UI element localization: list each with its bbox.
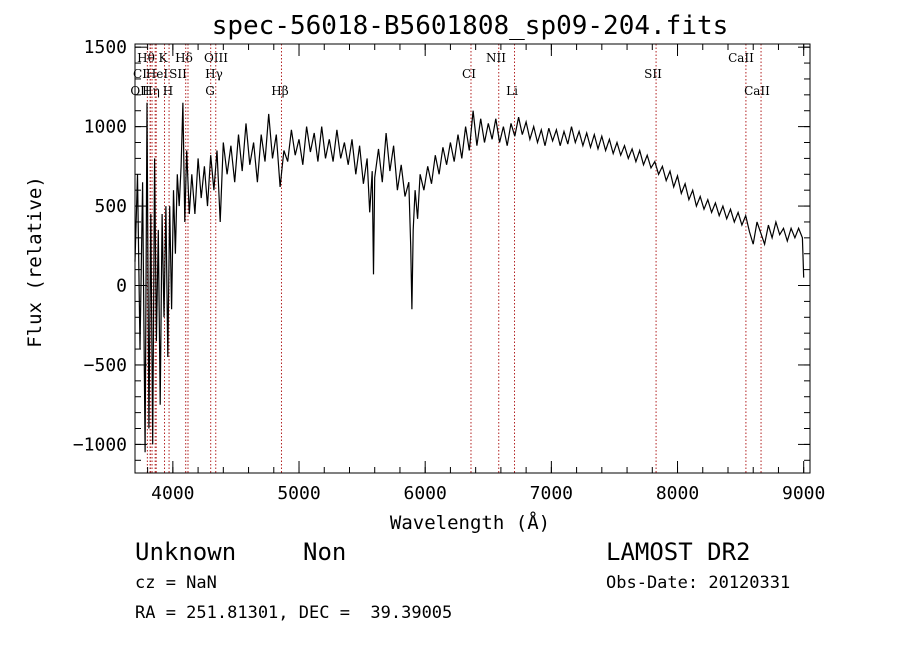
spectrum-line [134, 102, 805, 453]
spectrum-chart: spec-56018-B5601808_sp09-204.fits HθCIOI… [24, 11, 826, 534]
x-tick-label: 5000 [277, 483, 320, 504]
line-marker-label: Hδ [175, 51, 193, 65]
line-marker-label: CI [462, 67, 476, 81]
line-marker-label: H [163, 84, 173, 98]
axis-ticks: 4000 5000 6000 7000 8000 9000 −1000 −500 0 500 100… [73, 37, 826, 504]
chart-title: spec-56018-B5601808_sp09-204.fits [212, 11, 729, 41]
line-marker-label: HeI [146, 67, 169, 81]
line-marker-label: NII [486, 51, 506, 65]
line-marker-label: CaII [728, 51, 754, 65]
line-marker-label: Li [506, 84, 518, 98]
line-marker-label: G [205, 84, 215, 98]
coordinates: RA = 251.81301, DEC = 39.39005 [135, 603, 453, 623]
line-marker-label: Hβ [271, 84, 288, 98]
line-marker-label: K [159, 51, 169, 65]
object-subclass: Non [303, 538, 347, 566]
line-marker-label: CI [133, 67, 147, 81]
y-tick-label: 1000 [84, 117, 127, 138]
y-tick-label: 0 [116, 276, 127, 297]
x-tick-label: 9000 [782, 483, 825, 504]
y-tick-label: −1000 [73, 434, 127, 455]
x-axis-label: Wavelength (Å) [390, 511, 550, 534]
line-marker-label: Hγ [205, 67, 223, 81]
x-tick-label: 7000 [530, 483, 573, 504]
y-tick-label: −500 [84, 355, 127, 376]
y-tick-label: 500 [94, 196, 127, 217]
redshift-value: cz = NaN [135, 573, 217, 593]
line-marker-label: Hη [142, 84, 160, 98]
x-tick-label: 8000 [656, 483, 699, 504]
object-class: Unknown [135, 538, 237, 566]
y-tick-label: 1500 [84, 37, 127, 58]
y-axis-label: Flux (relative) [24, 176, 46, 348]
x-tick-label: 4000 [151, 483, 194, 504]
observation-date: Obs-Date: 20120331 [606, 573, 791, 593]
plot-frame [134, 43, 811, 474]
line-marker-label: SII [169, 67, 187, 81]
line-marker-label: CaII [744, 84, 770, 98]
x-tick-label: 6000 [404, 483, 447, 504]
survey-name: LAMOST DR2 [606, 538, 751, 566]
line-marker-label: SII [644, 67, 662, 81]
